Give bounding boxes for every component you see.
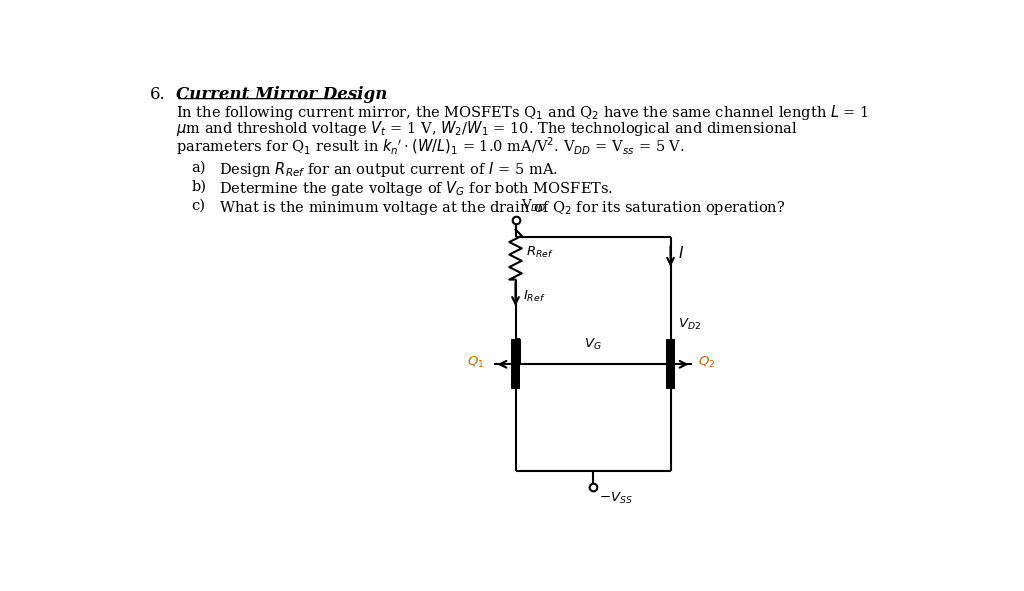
Text: parameters for Q$_1$ result in $k_n{'}\cdot(W/L)_1$ = 1.0 mA/V$^2$. V$_{DD}$ = V: parameters for Q$_1$ result in $k_n{'}\c… [176,135,685,157]
Text: $\mu$m and threshold voltage $V_t$ = 1 V, $W_2$/$W_1$ = 10. The technological an: $\mu$m and threshold voltage $V_t$ = 1 V… [176,119,798,138]
Text: V$_{DD}$: V$_{DD}$ [521,198,547,214]
Bar [511,339,520,389]
Text: c): c) [191,199,206,213]
Text: $V_G$: $V_G$ [584,337,602,352]
Text: $Q_1$: $Q_1$ [467,355,484,371]
Text: In the following current mirror, the MOSFETs Q$_1$ and Q$_2$ have the same chann: In the following current mirror, the MOS… [176,103,869,122]
Bar [666,339,675,389]
Text: 6.: 6. [150,86,166,103]
Text: $-V_{SS}$: $-V_{SS}$ [599,491,633,506]
Text: Design $R_{Ref}$ for an output current of $I$ = 5 mA.: Design $R_{Ref}$ for an output current o… [219,160,558,179]
Text: $I_{Ref}$: $I_{Ref}$ [523,289,546,304]
Text: b): b) [191,180,207,193]
Text: Current Mirror Design: Current Mirror Design [176,86,387,103]
Text: $V_{D2}$: $V_{D2}$ [678,317,701,332]
Text: $I$: $I$ [678,245,684,261]
Text: What is the minimum voltage at the drain of Q$_2$ for its saturation operation?: What is the minimum voltage at the drain… [219,199,785,217]
Text: $R_{Ref}$: $R_{Ref}$ [526,245,554,260]
Text: Determine the gate voltage of $V_G$ for both MOSFETs.: Determine the gate voltage of $V_G$ for … [219,180,613,199]
Text: a): a) [191,160,206,174]
Text: $Q_2$: $Q_2$ [698,355,716,371]
